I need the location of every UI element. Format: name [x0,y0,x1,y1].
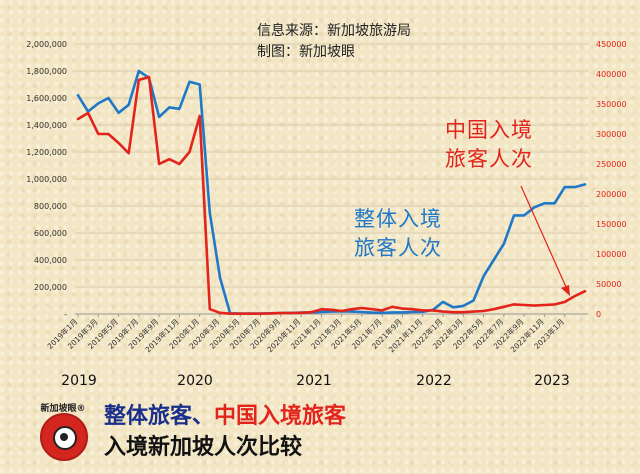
right-axis-tick-label: 400000 [596,70,627,79]
annotation-china-line1: 中国入境 [445,118,533,142]
footer-title: 整体旅客、中国入境旅客 [104,398,346,430]
x-axis: 2019年1月2019年3月2019年5月2019年7月2019年9月2019年… [45,314,566,354]
right-axis-tick-label: 300000 [596,130,627,139]
logo-pupil [60,433,68,441]
year-labels: 2019 2020 2021 2022 2023 [61,373,570,389]
left-axis-tick-label: - [64,310,67,319]
china-arrivals-line [76,75,587,316]
footer-china-label: 中国入境旅客 [214,404,347,429]
logo-text: 新加坡眼® [40,404,86,414]
total-arrivals-line [76,69,587,315]
left-axis-tick-label: 1,600,000 [26,94,67,103]
right-axis-tick-label: 350000 [596,100,627,109]
left-axis-tick-label: 1,400,000 [26,121,67,130]
year-label: 2022 [416,373,452,389]
series-lines [76,69,587,316]
right-axis-tick-label: 0 [596,310,601,319]
right-axis-tick-label: 450000 [596,40,627,49]
year-label: 2020 [177,373,213,389]
source-line: 信息来源：新加坡旅游局 [257,23,411,39]
annotation-china-arrivals: 中国入境 旅客人次 [445,116,533,174]
logo-badge [40,413,88,461]
annotation-total-line1: 整体入境 [354,207,442,231]
year-label: 2023 [534,373,570,389]
right-y-axis: 0 50000 100000 150000 200000 250000 300000 3500… [596,40,627,319]
annotation-total-arrivals: 整体入境 旅客人次 [354,205,442,263]
right-axis-tick-label: 200000 [596,190,627,199]
left-axis-tick-label: 1,000,000 [26,175,67,184]
footer-separator: 、 [192,404,215,429]
right-axis-tick-label: 250000 [596,160,627,169]
dual-axis-line-chart: - 200,000 400,000 600,000 800,000 1,000,000 1,… [26,40,627,389]
left-axis-tick-label: 800,000 [34,202,67,211]
year-label: 2019 [61,373,97,389]
year-label: 2021 [296,373,332,389]
right-axis-tick-label: 150000 [596,220,627,229]
left-y-axis: - 200,000 400,000 600,000 800,000 1,000,000 1,… [26,40,67,319]
annotation-arrow-line [520,185,567,288]
right-axis-tick-label: 100000 [596,250,627,259]
annotation-arrow-head [561,285,570,296]
left-axis-tick-label: 1,800,000 [26,67,67,76]
right-axis-tick-label: 50000 [596,280,621,289]
chart-grid [75,43,588,315]
annotation-total-line2: 旅客人次 [354,236,442,260]
left-axis-tick-label: 400,000 [34,256,67,265]
left-axis-tick-label: 2,000,000 [26,40,67,49]
left-axis-tick-label: 200,000 [34,283,67,292]
chart-credit: 制图：新加坡眼 [257,44,355,60]
footer-subtitle: 入境新加坡人次比较 [104,435,303,460]
left-axis-tick-label: 600,000 [34,229,67,238]
eye-icon [53,426,77,450]
annotation-china-line2: 旅客人次 [445,147,533,171]
footer-total-label: 整体旅客 [104,404,193,429]
logo: 新加坡眼® [34,401,92,463]
left-axis-tick-label: 1,200,000 [26,148,67,157]
